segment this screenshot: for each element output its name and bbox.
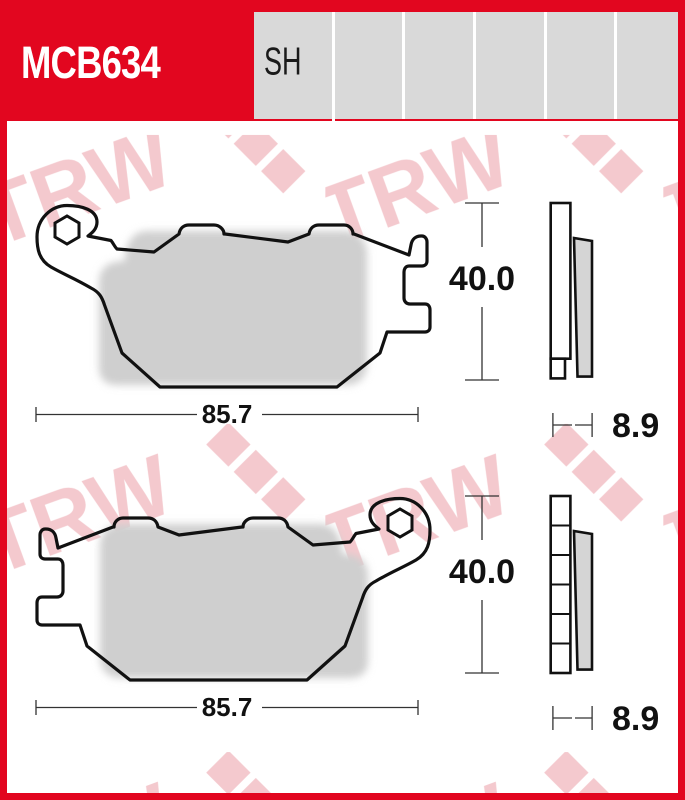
svg-text:85.7: 85.7 [202,399,253,429]
svg-text:8.9: 8.9 [612,407,659,445]
svg-text:85.7: 85.7 [202,692,253,722]
svg-text:40.0: 40.0 [449,260,515,298]
svg-text:8.9: 8.9 [612,700,659,738]
svg-text:40.0: 40.0 [449,553,515,591]
